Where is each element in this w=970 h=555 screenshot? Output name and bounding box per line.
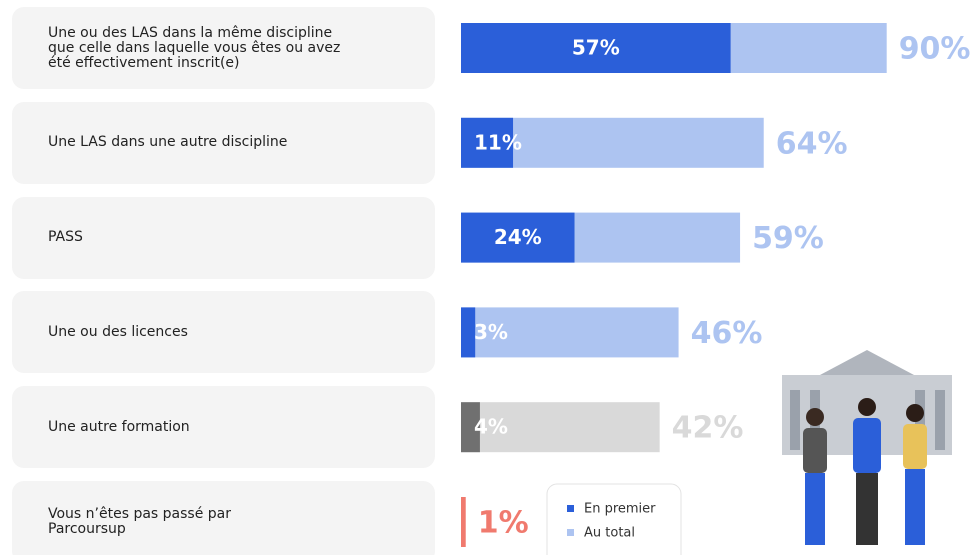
bar — [461, 402, 480, 453]
category-box: Une LAS dans une autre discipline — [12, 101, 435, 184]
legend-swatch — [567, 505, 574, 512]
value-label: 3% — [474, 320, 508, 344]
bar — [461, 307, 476, 358]
value-label: 90% — [899, 32, 970, 67]
category-label: Une ou des LAS dans la même discipline q… — [48, 24, 341, 71]
category-box: Vous n’êtes pas passé par Parcoursup — [12, 481, 435, 555]
category-label: Une LAS dans une autre discipline — [48, 134, 288, 151]
category-box: PASS — [12, 196, 435, 279]
value-label: 64% — [776, 126, 848, 161]
bar — [461, 23, 731, 73]
category-label: Une ou des licences — [48, 323, 188, 340]
category-box: Une ou des licences — [12, 291, 435, 374]
category-label: PASS — [48, 229, 83, 246]
value-label: 11% — [474, 130, 522, 154]
value-label: 42% — [672, 411, 744, 446]
legend-label: En premier — [584, 502, 656, 517]
category-label: Une autre formation — [48, 418, 190, 435]
category-box: Une ou des LAS dans la même discipline q… — [12, 7, 435, 89]
value-label: 46% — [691, 316, 763, 351]
bar — [461, 497, 466, 547]
legend-label: Au total — [584, 526, 635, 541]
category-box: Une autre formation — [12, 386, 435, 469]
value-label: 59% — [752, 221, 824, 256]
value-label: 4% — [474, 415, 508, 439]
bar — [461, 117, 514, 168]
value-label: 24% — [494, 225, 542, 249]
legend-swatch — [567, 529, 574, 536]
bar — [461, 402, 660, 453]
value-label: 1% — [478, 506, 529, 541]
category-label: Vous n’êtes pas passé par Parcoursup — [48, 506, 232, 537]
legend-box — [546, 483, 682, 555]
bar — [461, 307, 679, 358]
illustration — [782, 350, 952, 545]
bar — [461, 212, 575, 263]
value-label: 57% — [572, 36, 620, 60]
